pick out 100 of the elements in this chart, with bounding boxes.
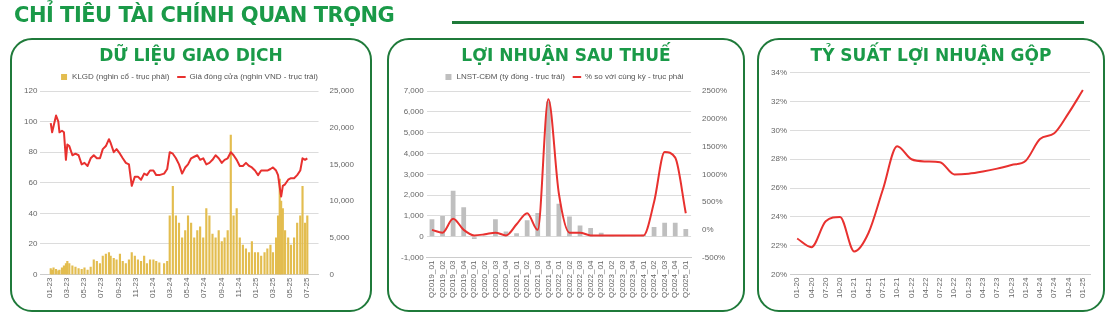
x-tick-label: 11-23 <box>130 277 140 298</box>
x-tick-label: 04-23 <box>978 277 988 299</box>
y2-tick-label: 20,000 <box>329 122 355 132</box>
x-tick-label: 01-24 <box>1020 277 1030 299</box>
x-tick-label: Q2020_02 <box>480 260 490 299</box>
x-tick-label: Q2022_01 <box>554 260 564 299</box>
y-tick-label: -1,000 <box>401 252 425 262</box>
y-tick-label: 30% <box>771 125 788 135</box>
x-tick-label: Q2021_01 <box>511 260 521 299</box>
legend-label: Giá đóng cửa (nghin VND - trục trái) <box>189 72 319 82</box>
x-tick-label: 01-25 <box>251 277 261 299</box>
x-tick-label: 01-20 <box>792 277 802 299</box>
x-tick-label: 07-24 <box>1049 277 1059 299</box>
y-tick-label: 0 <box>419 232 425 242</box>
x-tick-label: Q2019_01 <box>427 260 437 299</box>
x-tick-label: 01-23 <box>963 277 973 299</box>
x-tick-label: 11-24 <box>233 277 243 298</box>
x-tick-label: Q2025_01 <box>681 260 690 299</box>
y-tick-label: 4,000 <box>403 148 425 158</box>
y-tick-label: 7,000 <box>403 86 425 96</box>
x-tick-label: Q2019_03 <box>448 260 458 299</box>
x-tick-label: Q2021_02 <box>522 260 532 299</box>
x-tick-label: Q2023_04 <box>628 260 638 299</box>
y-tick-label: 22% <box>771 240 788 250</box>
x-tick-label: 10-21 <box>892 277 902 299</box>
x-tick-label: 07-25 <box>301 277 311 299</box>
x-tick-label: 01-25 <box>1078 277 1088 299</box>
x-tick-label: 04-22 <box>920 277 930 299</box>
y2-tick-label: 1500% <box>702 141 728 151</box>
x-tick-label: 04-21 <box>863 277 873 299</box>
y-tick-label: 60 <box>28 177 38 187</box>
x-tick-label: 09-23 <box>113 277 123 299</box>
x-tick-label: Q2023_03 <box>617 260 627 299</box>
x-tick-label: Q2024_03 <box>659 260 669 299</box>
y2-tick-label: 10,000 <box>329 196 355 206</box>
y2-tick-label: 25,000 <box>329 86 355 96</box>
y-tick-label: 34% <box>771 68 788 77</box>
y-tick-label: 3,000 <box>403 169 425 179</box>
x-tick-label: 07-23 <box>992 277 1002 299</box>
x-tick-label: Q2022_02 <box>564 260 574 299</box>
x-tick-label: 10-22 <box>949 277 959 299</box>
x-tick-label: 07-21 <box>878 277 888 299</box>
y2-tick-label: 5,000 <box>329 233 351 243</box>
x-tick-label: Q2024_04 <box>670 260 680 299</box>
x-tick-label: 03-24 <box>164 277 174 299</box>
x-tick-label: 10-24 <box>1063 277 1073 299</box>
y-tick-label: 5,000 <box>403 127 425 137</box>
x-tick-label: Q2019_04 <box>458 260 468 299</box>
y2-tick-label: 0% <box>702 225 714 235</box>
x-tick-label: 05-25 <box>284 277 294 299</box>
y2-tick-label: 15,000 <box>329 159 355 169</box>
y2-tick-label: 2500% <box>702 86 728 96</box>
legend-label: KLGD (nghin cổ - trục phải) <box>72 72 170 82</box>
y2-tick-label: 1000% <box>702 169 728 179</box>
x-tick-label: Q2022_03 <box>575 260 585 299</box>
x-tick-label: 01-21 <box>849 277 859 299</box>
x-tick-label: 01-24 <box>148 277 158 299</box>
y2-tick-label: 2000% <box>702 113 728 123</box>
x-tick-label: 07-22 <box>935 277 945 299</box>
x-tick-label: 09-24 <box>216 277 226 299</box>
y2-tick-label: 0 <box>329 269 335 279</box>
y2-tick-label: -500% <box>702 252 726 262</box>
y-tick-label: 40 <box>28 208 38 218</box>
x-tick-label: 07-24 <box>199 277 209 299</box>
y-tick-label: 80 <box>28 147 38 157</box>
legend-label: LNST-CĐM (tỷ đồng - trục trái) <box>456 72 566 82</box>
x-tick-label: Q2021_04 <box>543 260 553 299</box>
x-tick-label: Q2022_04 <box>585 260 595 299</box>
x-tick-label: Q2023_01 <box>596 260 606 299</box>
x-tick-label: 01-22 <box>906 277 916 299</box>
x-tick-label: 10-23 <box>1006 277 1016 299</box>
x-tick-label: 03-25 <box>267 277 277 299</box>
x-tick-label: 05-24 <box>182 277 192 299</box>
y-tick-label: 1,000 <box>403 211 425 221</box>
x-tick-label: 07-23 <box>96 277 106 299</box>
y-tick-label: 20% <box>771 269 788 279</box>
y-tick-label: 28% <box>771 154 788 164</box>
x-tick-label: 10-20 <box>835 277 845 299</box>
legend-label: % so với cùng kỳ - trục phải <box>584 72 684 82</box>
x-tick-label: Q2021_03 <box>532 260 542 299</box>
y-tick-label: 32% <box>771 96 788 106</box>
y-tick-label: 20 <box>28 239 38 249</box>
x-tick-label: 05-23 <box>79 277 89 299</box>
y2-tick-label: 500% <box>702 197 723 207</box>
x-tick-label: Q2024_01 <box>638 260 648 299</box>
y-tick-label: 24% <box>771 212 788 222</box>
chart-title: DỮ LIỆU GIAO DỊCH <box>98 45 284 65</box>
y-tick-label: 0 <box>32 269 38 279</box>
y-tick-label: 100 <box>23 116 38 126</box>
y-tick-label: 120 <box>23 86 38 96</box>
y-tick-label: 2,000 <box>403 190 425 200</box>
x-tick-label: Q2019_02 <box>437 260 447 299</box>
y-tick-label: 26% <box>771 183 788 193</box>
x-tick-label: Q2020_04 <box>501 260 511 299</box>
x-tick-label: 04-24 <box>1035 277 1045 299</box>
x-tick-label: 04-20 <box>806 277 816 299</box>
y-tick-label: 6,000 <box>403 107 425 117</box>
x-tick-label: Q2020_01 <box>469 260 479 299</box>
x-tick-label: Q2024_02 <box>649 260 659 299</box>
x-tick-label: 01-23 <box>45 277 55 299</box>
